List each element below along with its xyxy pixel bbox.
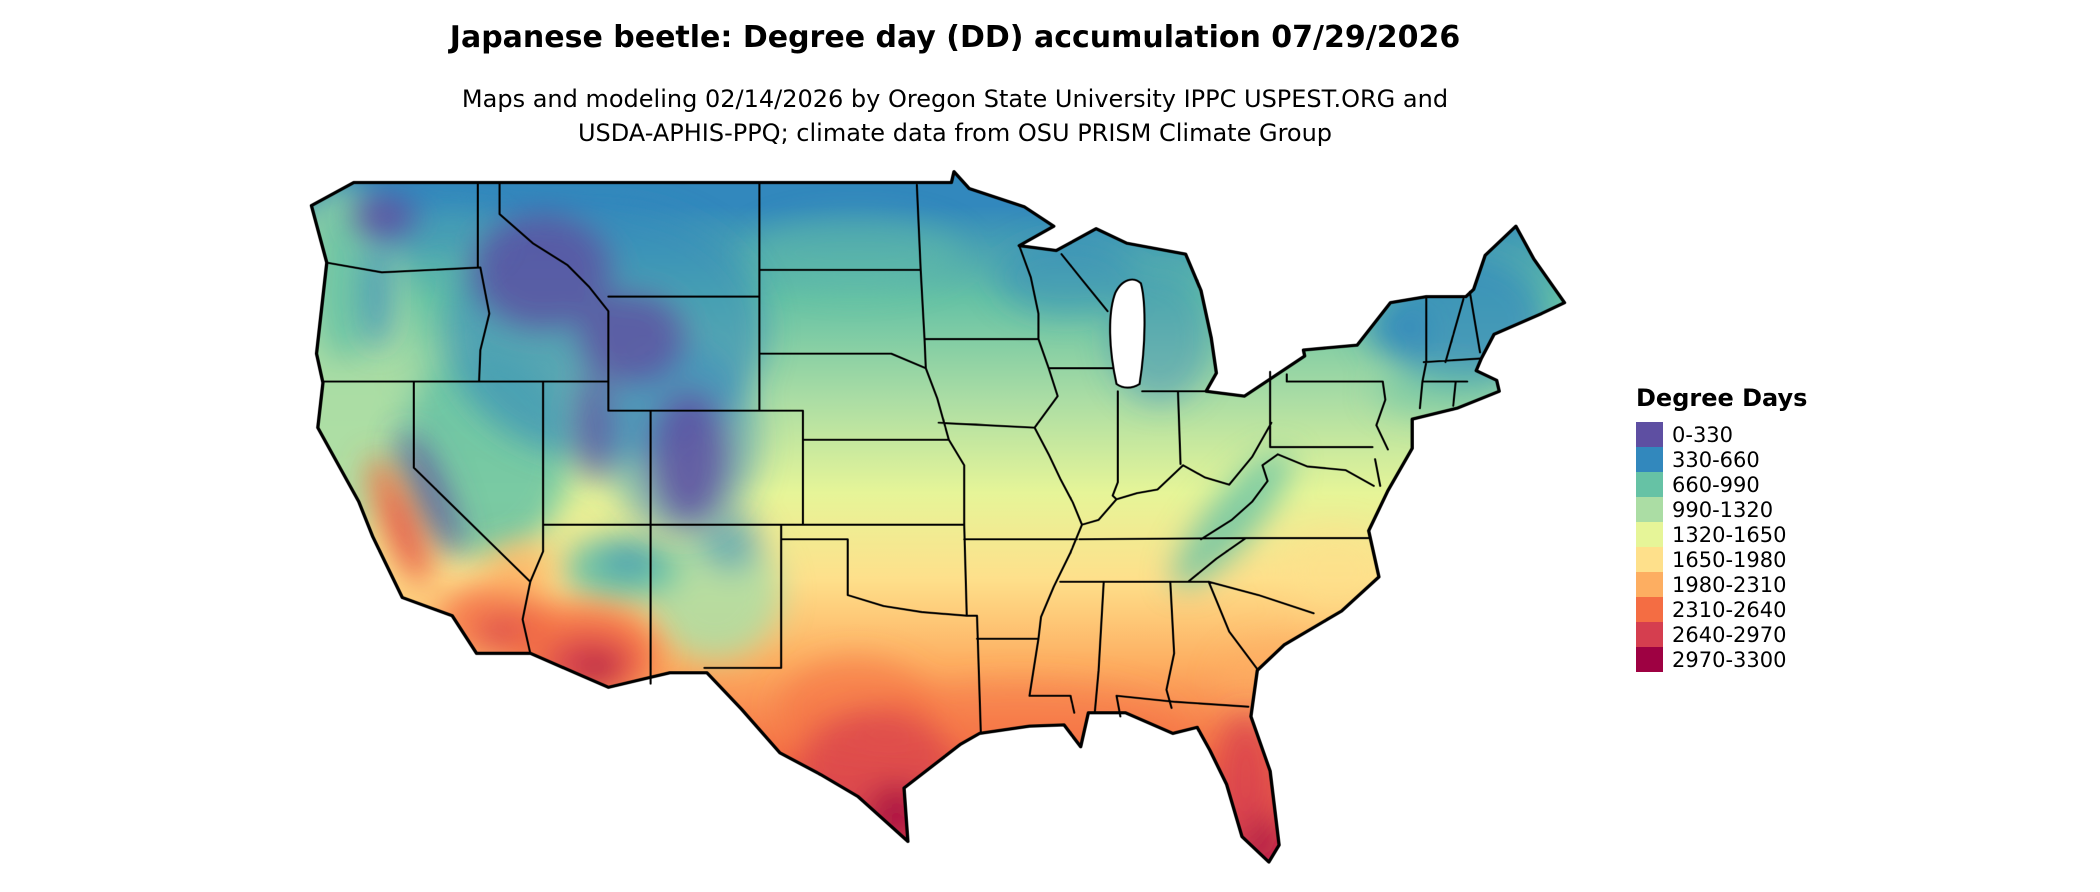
legend-swatch	[1636, 597, 1663, 622]
figure-title: Japanese beetle: Degree day (DD) accumul…	[449, 20, 1461, 55]
legend-entry-label: 1980-2310	[1672, 572, 1787, 597]
legend-entry-label: 2970-3300	[1672, 647, 1787, 672]
legend-swatch	[1636, 647, 1663, 672]
legend-entry: 660-990	[1636, 472, 1807, 497]
legend-entry: 1320-1650	[1636, 522, 1807, 547]
legend-swatch	[1636, 497, 1663, 522]
legend-entry: 2970-3300	[1636, 647, 1807, 672]
legend-entry-label: 660-990	[1672, 472, 1760, 497]
state-borders	[321, 181, 1483, 735]
legend-entry: 990-1320	[1636, 497, 1807, 522]
legend-entry: 330-660	[1636, 447, 1807, 472]
subtitle-line-2: USDA-APHIS-PPQ; climate data from OSU PR…	[577, 119, 1333, 147]
legend-swatch	[1636, 522, 1663, 547]
legend-entry-label: 1650-1980	[1672, 547, 1787, 572]
figure-subtitle: Maps and modeling 02/14/2026 by Oregon S…	[0, 82, 1910, 150]
legend-swatch	[1636, 447, 1663, 472]
legend-entry-label: 990-1320	[1672, 497, 1774, 522]
legend-title: Degree Days	[1636, 384, 1808, 412]
legend-swatch	[1636, 572, 1663, 597]
legend-entry: 1650-1980	[1636, 547, 1807, 572]
legend-entry-label: 0-330	[1672, 422, 1734, 447]
legend-entry: 2310-2640	[1636, 597, 1807, 622]
degree-day-raster	[311, 171, 1565, 863]
legend-swatch	[1636, 622, 1663, 647]
legend-entry-label: 2310-2640	[1672, 597, 1787, 622]
legend-entries: 0-330 330-660 660-990 990-1320 1320-1650…	[1636, 422, 1807, 672]
legend: Degree Days 0-330 330-660 660-990 990-13…	[1636, 384, 1807, 672]
legend-entry: 0-330	[1636, 422, 1807, 447]
legend-entry: 1980-2310	[1636, 572, 1807, 597]
subtitle-line-1: Maps and modeling 02/14/2026 by Oregon S…	[461, 85, 1449, 113]
legend-swatch	[1636, 422, 1663, 447]
legend-swatch	[1636, 547, 1663, 572]
legend-entry: 2640-2970	[1636, 622, 1807, 647]
legend-entry-label: 330-660	[1672, 447, 1760, 472]
lake-michigan	[1109, 278, 1146, 389]
legend-swatch	[1636, 472, 1663, 497]
legend-entry-label: 2640-2970	[1672, 622, 1787, 647]
legend-entry-label: 1320-1650	[1672, 522, 1787, 547]
us-degree-day-map	[309, 169, 1567, 864]
